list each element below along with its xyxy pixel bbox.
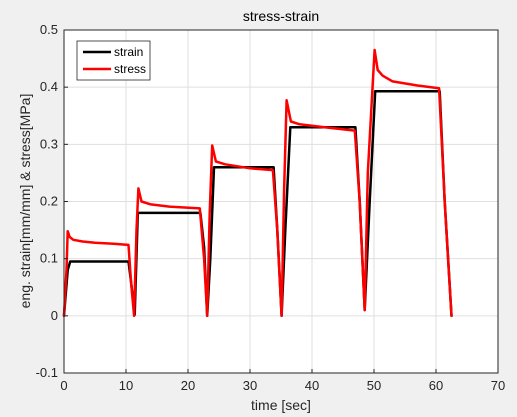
legend-label-strain: strain	[114, 45, 143, 59]
series-line-stress	[62, 48, 453, 318]
legend-box	[76, 40, 151, 81]
tick-labels: 0 10 20 30 40 50 60 70-0.100.10.20.30.40.5	[36, 22, 506, 393]
y-tick-label: 0.2	[40, 194, 58, 209]
y-tick-label: 0.5	[40, 22, 58, 37]
x-tick-label: 40	[305, 378, 319, 393]
y-tick-label: -0.1	[36, 365, 58, 380]
y-tick-label: 0.1	[40, 251, 58, 266]
x-axis-label: time [sec]	[251, 397, 311, 413]
y-tick-label: 0.3	[40, 136, 58, 151]
x-tick-label: 20	[181, 378, 195, 393]
series-layer	[62, 48, 453, 318]
y-tick-label: 0.4	[40, 79, 58, 94]
legend-label-stress: stress	[114, 62, 146, 76]
legend: strain stress	[76, 40, 151, 81]
y-tick-label: 0	[51, 308, 58, 323]
chart-title: stress-strain	[243, 8, 319, 24]
y-axis-label: eng. strain[mm/mm] & stress[MPa]	[17, 94, 33, 309]
x-tick-label: 10	[119, 378, 133, 393]
x-tick-label: 60	[429, 378, 443, 393]
x-tick-label: 70	[491, 378, 505, 393]
x-tick-label: 30	[243, 378, 257, 393]
x-tick-label: 50	[367, 378, 381, 393]
x-tick-label: 0	[60, 378, 67, 393]
